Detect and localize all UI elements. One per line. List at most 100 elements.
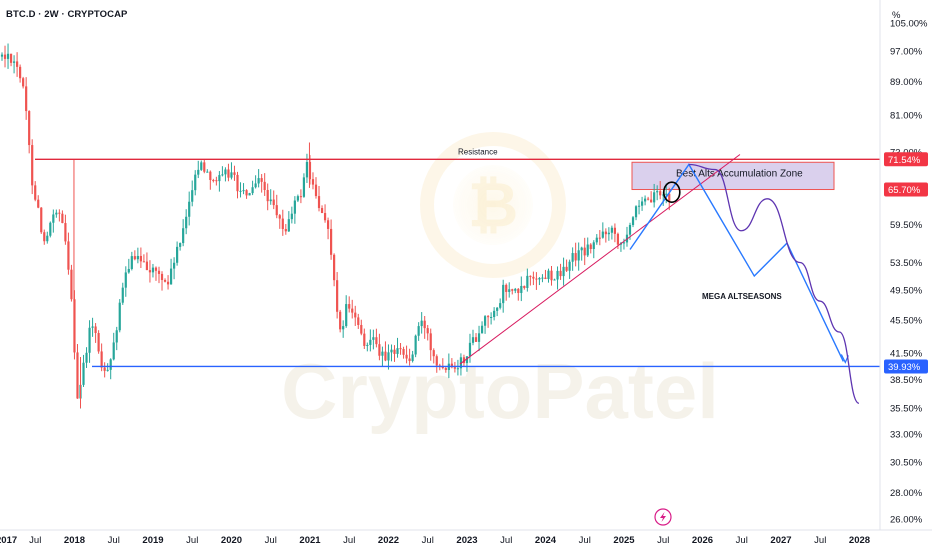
candle [37, 195, 40, 209]
candle-body [483, 316, 487, 326]
candle [520, 276, 523, 302]
price-badge-bg [884, 152, 928, 167]
candle [532, 271, 535, 286]
price-badge[interactable]: 39.93% [884, 359, 928, 374]
candle [432, 348, 435, 364]
candle [70, 264, 73, 302]
candle [559, 263, 562, 280]
candle [378, 333, 381, 361]
time-axis-tick: 2023 [456, 535, 477, 546]
candle [266, 183, 269, 211]
candle-body [106, 369, 109, 371]
candle [426, 324, 429, 341]
candle [148, 260, 152, 283]
svg-text:₿: ₿ [468, 171, 519, 240]
candle-body [0, 54, 4, 57]
candle-body [668, 193, 671, 202]
time-axis-tick: 2018 [64, 535, 85, 546]
candle [293, 196, 296, 224]
candle-body [145, 261, 149, 271]
candle [188, 191, 191, 226]
candle [206, 169, 209, 173]
candle-body [67, 241, 70, 270]
time-axis-tick: Jul [814, 535, 826, 546]
candle [248, 192, 251, 196]
highlight-circle[interactable] [662, 181, 681, 204]
candle-body [19, 66, 22, 79]
price-axis[interactable]: %105.00%97.00%89.00%81.00%73.00%59.50%53… [890, 10, 928, 525]
candle-body [257, 178, 260, 184]
candle [308, 155, 312, 185]
candle [399, 343, 402, 355]
time-axis-tick: Jul [657, 535, 669, 546]
candle-body [393, 349, 396, 354]
price-axis-tick: 49.50% [890, 286, 923, 297]
flash-icon[interactable] [654, 508, 672, 526]
candle [109, 358, 112, 380]
candle [625, 226, 629, 247]
candle-body [169, 268, 173, 285]
candle [64, 214, 67, 245]
candle [622, 238, 626, 250]
candle [366, 342, 369, 352]
time-axis[interactable]: 2017 Jul 2018 Jul 2019 Jul 2020 Jul 2021 Jul 2022 J… [0, 535, 870, 546]
candle [523, 285, 526, 290]
candle [363, 328, 366, 350]
candle-body [88, 327, 91, 353]
price-badge[interactable]: 65.70% [884, 182, 928, 197]
candle-body [462, 357, 466, 364]
candle-body [336, 280, 339, 312]
candle-body [523, 285, 526, 288]
candle-body [139, 255, 142, 262]
candle-body [55, 212, 58, 215]
candle-body [188, 201, 191, 217]
candle [420, 312, 423, 334]
price-axis-tick: 53.50% [890, 258, 923, 269]
candle [384, 341, 387, 362]
candle-body [278, 215, 281, 219]
candle-body [314, 184, 318, 197]
candle-body [212, 179, 215, 181]
candle-body [272, 199, 275, 206]
candle [372, 329, 375, 350]
candle-body [565, 266, 568, 271]
candle-body [176, 246, 179, 263]
candle [203, 159, 206, 174]
candle [604, 228, 607, 243]
candle-body [121, 287, 124, 303]
candle-body [559, 270, 562, 277]
candle-body [496, 307, 499, 311]
candle-body [49, 222, 52, 236]
candle-body [236, 174, 239, 192]
candle-body [191, 190, 194, 202]
candle [182, 219, 185, 247]
projection-path-purple[interactable] [688, 163, 860, 404]
candle [218, 171, 221, 192]
candle-body [378, 344, 381, 356]
uptrend-line[interactable] [459, 154, 741, 365]
candle-body [405, 354, 408, 359]
candle-body [471, 337, 475, 343]
price-badge[interactable]: 71.54% [884, 152, 928, 167]
candle [103, 362, 106, 378]
candle-body [366, 344, 369, 346]
candle-body [583, 247, 586, 256]
candle [375, 328, 378, 348]
candle-body [157, 270, 161, 274]
candle-body [432, 350, 435, 357]
candle-body [532, 276, 535, 279]
candle-body [3, 54, 7, 59]
candle [275, 194, 278, 219]
candle-body [103, 367, 106, 371]
candle [139, 247, 142, 268]
candle [287, 211, 290, 232]
candle-body [326, 220, 330, 229]
candle [169, 258, 173, 285]
candle-body [64, 223, 67, 242]
candle [496, 306, 499, 317]
projection-path-blue[interactable] [629, 163, 844, 362]
candle-body [480, 325, 484, 334]
price-axis-tick: 26.00% [890, 514, 923, 525]
candle [305, 153, 309, 183]
